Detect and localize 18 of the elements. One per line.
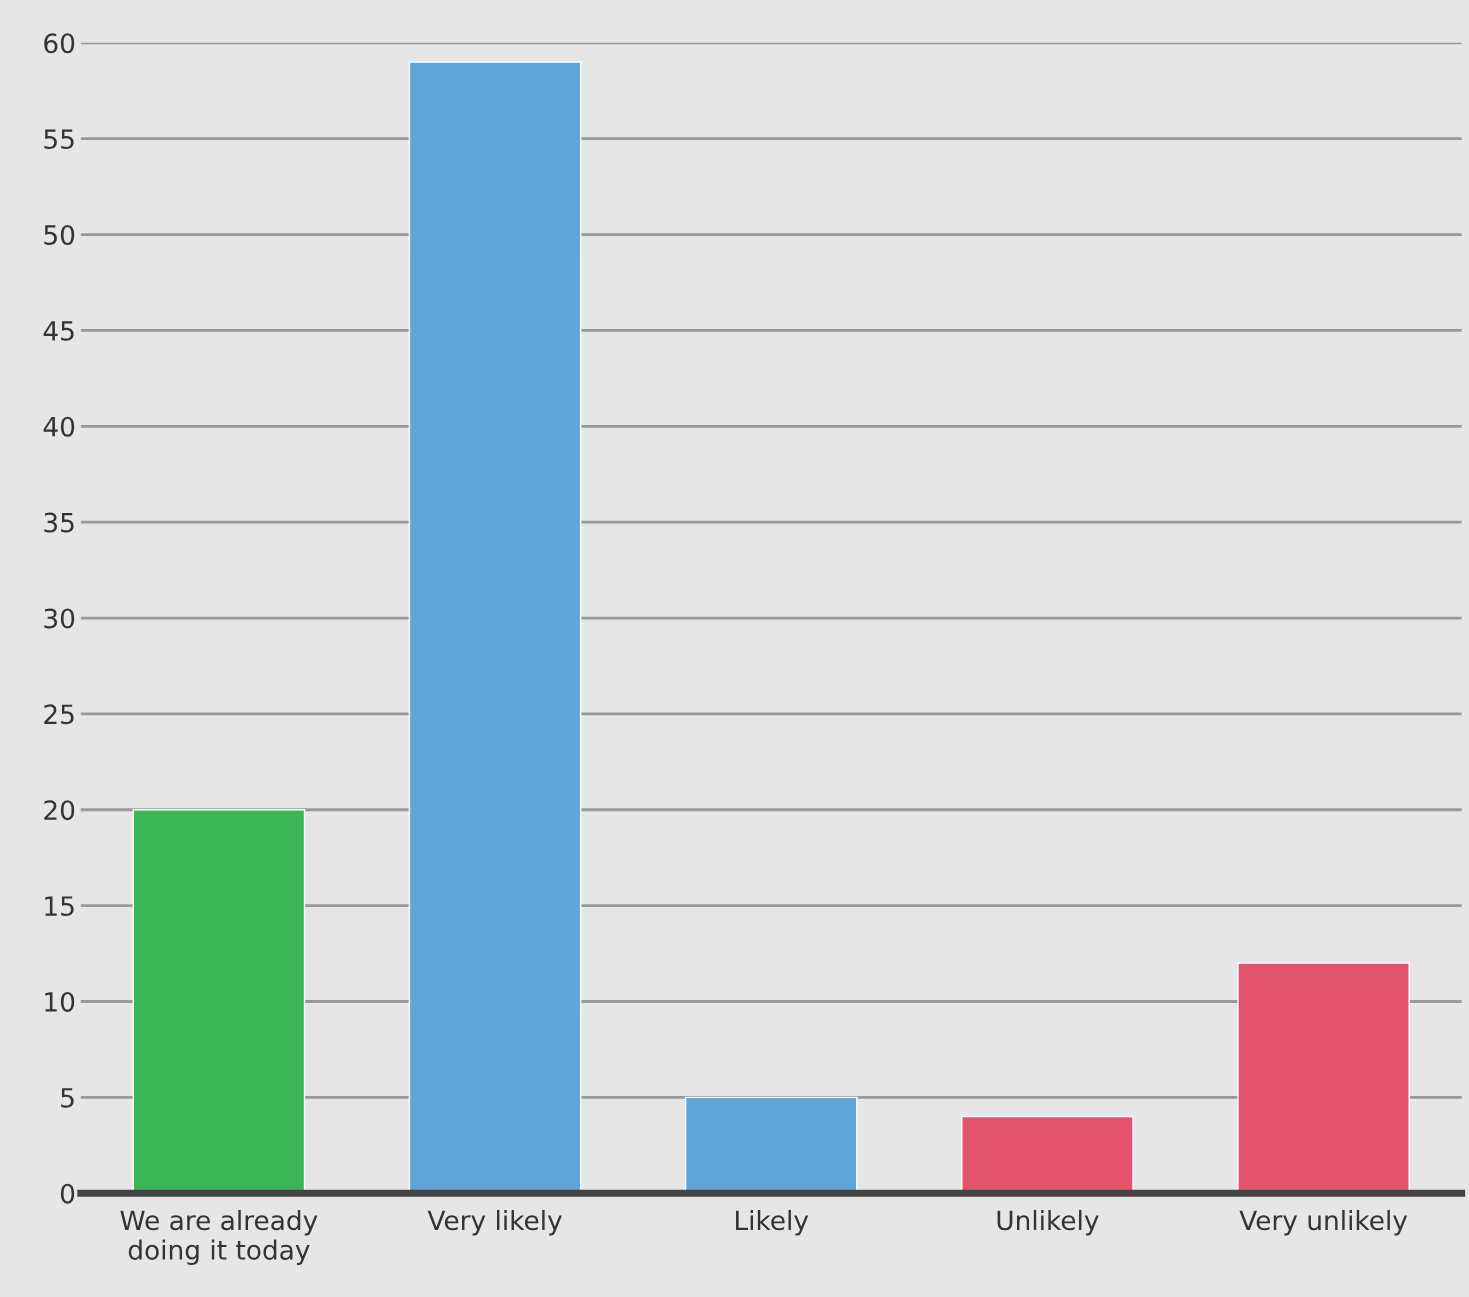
- y-tick-label: 25: [44, 704, 74, 725]
- y-tick-label: 50: [44, 224, 75, 245]
- x-tick-label: Unlikely: [997, 1209, 1099, 1236]
- y-tick-label: 10: [45, 991, 75, 1012]
- x-tick-label: Very likely: [427, 1209, 562, 1236]
- y-tick-label: 55: [44, 129, 74, 150]
- y-tick-label: 60: [44, 33, 75, 54]
- y-tick-label: 15: [45, 896, 74, 917]
- y-tick-label: 40: [43, 416, 75, 437]
- x-tick-label: Likely: [736, 1209, 809, 1236]
- y-tick-label: 5: [61, 1088, 74, 1108]
- y-tick-label: 20: [44, 800, 75, 821]
- y-tick-label: 35: [44, 512, 74, 533]
- x-tick-label: We are already doing it today: [120, 1209, 318, 1265]
- x-tick-label: Very unlikely: [1239, 1209, 1408, 1236]
- y-tick-label: 0: [60, 1183, 75, 1204]
- y-tick-label: 45: [43, 321, 74, 341]
- y-tick-label: 30: [44, 608, 75, 629]
